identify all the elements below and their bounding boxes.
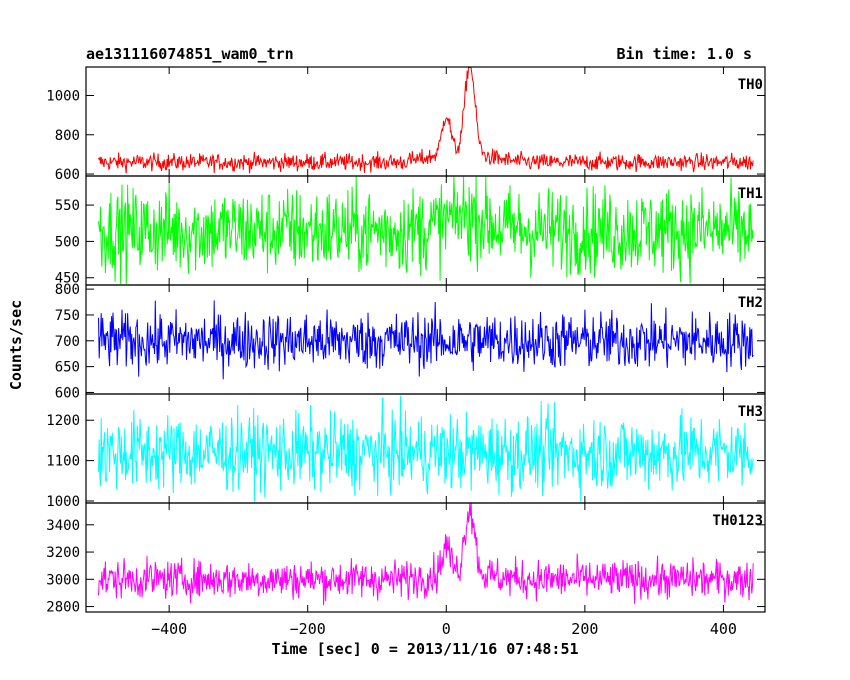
x-tick-label: 0	[442, 620, 451, 638]
series-line-th2	[98, 300, 754, 380]
panel-label-th0: TH0	[738, 77, 763, 93]
y-tick-label-th1: 500	[55, 234, 80, 250]
y-tick-label-th0: 800	[55, 128, 80, 144]
panel-label-th1: TH1	[738, 186, 763, 202]
y-tick-label-th0123: 3200	[46, 545, 80, 561]
y-tick-label-th2: 750	[55, 308, 80, 324]
y-tick-label-th0123: 3400	[46, 518, 80, 534]
y-tick-label-th2: 800	[55, 282, 80, 298]
series-line-th0	[98, 67, 754, 174]
y-tick-label-th0: 1000	[46, 88, 80, 104]
chart-title: ae131116074851_wam0_trn	[86, 45, 294, 63]
panel-frame-th0123	[85, 502, 766, 613]
y-tick-label-th1: 550	[55, 198, 80, 214]
y-tick-label-th0123: 3000	[46, 572, 80, 588]
series-line-th0123	[98, 503, 754, 606]
panel-label-th3: TH3	[738, 404, 763, 420]
panel-label-th0123: TH0123	[712, 513, 763, 529]
x-tick-label: 200	[571, 620, 598, 638]
y-tick-label-th2: 650	[55, 360, 80, 376]
y-tick-label-th2: 700	[55, 334, 80, 350]
series-line-th1	[98, 176, 754, 284]
y-tick-label-th0: 600	[55, 167, 80, 183]
x-tick-label: −400	[151, 620, 187, 638]
x-tick-label: 400	[710, 620, 737, 638]
panel-label-th2: TH2	[738, 295, 763, 311]
x-axis-label: Time [sec] 0 = 2013/11/16 07:48:51	[271, 640, 579, 658]
y-tick-label-th3: 1100	[46, 454, 80, 470]
y-tick-label-th3: 1200	[46, 413, 80, 429]
y-tick-label-th3: 1000	[46, 494, 80, 510]
y-tick-label-th0123: 2800	[46, 600, 80, 616]
bin-time-label: Bin time: 1.0 s	[616, 45, 752, 63]
x-tick-label: −200	[290, 620, 326, 638]
series-line-th3	[98, 395, 754, 502]
y-tick-label-th1: 450	[55, 271, 80, 287]
y-tick-label-th2: 600	[55, 385, 80, 401]
